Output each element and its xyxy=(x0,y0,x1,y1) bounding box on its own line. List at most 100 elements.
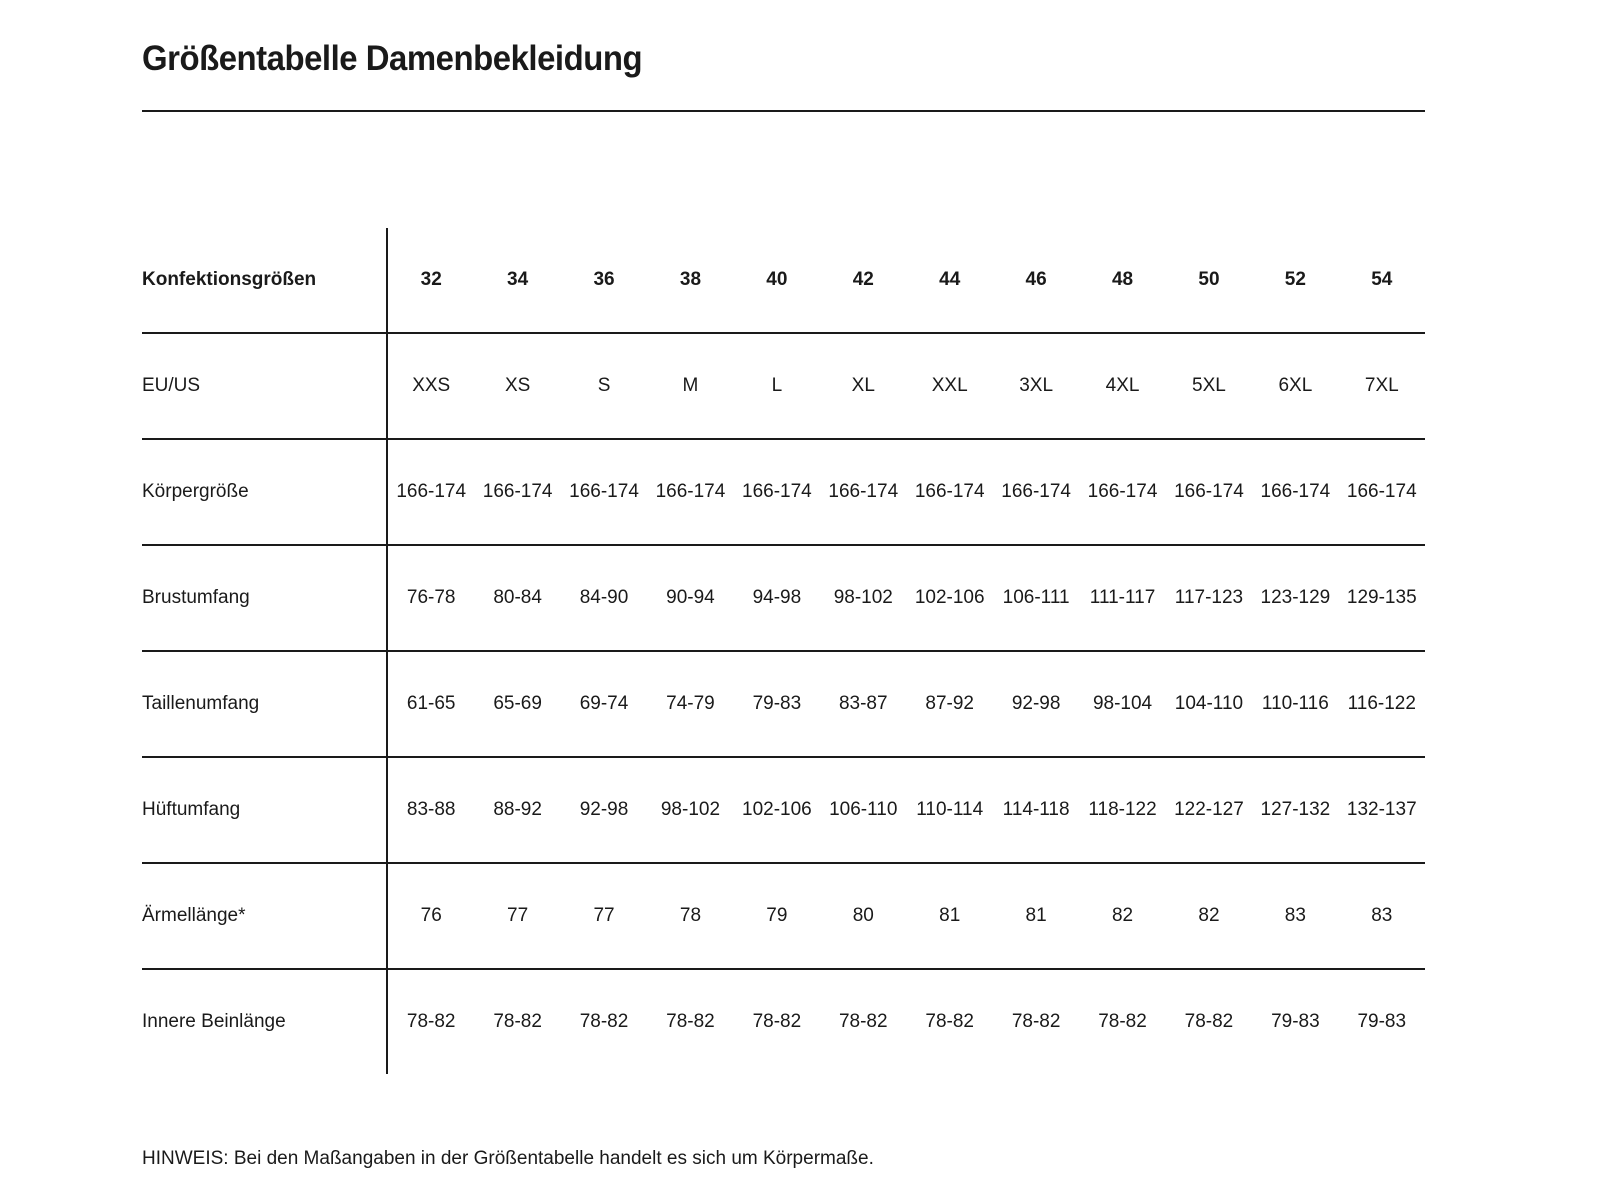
size-header-cell: 34 xyxy=(507,269,529,290)
table-cell: 118-122 xyxy=(1088,799,1157,820)
table-cell: M xyxy=(682,375,699,396)
table-cell: 132-137 xyxy=(1346,799,1417,820)
title-divider xyxy=(142,110,1425,112)
table-cell: 106-110 xyxy=(829,799,898,820)
table-cell: 117-123 xyxy=(1174,587,1244,608)
table-cell: XXL xyxy=(931,375,968,396)
table-cell: L xyxy=(771,375,783,396)
table-cell: 61-65 xyxy=(406,693,456,714)
table-cell: 78-82 xyxy=(406,1011,456,1032)
table-cell: 80 xyxy=(852,905,874,926)
table-cell: 78-82 xyxy=(666,1011,715,1032)
table-row-aermellaenge: Ärmellänge* 76 77 77 78 79 80 81 81 82 8… xyxy=(142,864,1425,970)
table-cell: 76 xyxy=(420,905,442,926)
table-cell: 166-174 xyxy=(914,481,985,502)
table-cell: 111-117 xyxy=(1089,587,1156,608)
table-cell: 94-98 xyxy=(752,587,802,608)
size-header-cell: 52 xyxy=(1284,269,1306,290)
table-cell: 7XL xyxy=(1364,375,1399,396)
table-cell: 82 xyxy=(1198,905,1220,926)
table-cell: 78-82 xyxy=(838,1011,888,1032)
size-header-cell: 38 xyxy=(679,269,702,290)
table-cell: 166-174 xyxy=(1260,481,1331,502)
table-cell: 92-98 xyxy=(579,799,629,820)
size-table: Konfektionsgrößen 32 34 36 38 40 42 44 4… xyxy=(142,228,1425,1074)
table-cell: 114-118 xyxy=(1002,799,1070,820)
table-cell: 166-174 xyxy=(1346,481,1417,502)
table-cell: 83-87 xyxy=(838,693,888,714)
row-label: Ärmellänge* xyxy=(142,864,388,968)
table-cell: 102-106 xyxy=(914,587,985,608)
table-cell: 79 xyxy=(766,905,788,926)
row-label: EU/US xyxy=(142,334,388,438)
table-cell: 78-82 xyxy=(1011,1011,1061,1032)
table-cell: 166-174 xyxy=(482,481,553,502)
size-header-cell: 36 xyxy=(593,269,615,290)
table-cell: 79-83 xyxy=(752,693,802,714)
size-header-cell: 54 xyxy=(1371,269,1393,290)
table-cell: 123-129 xyxy=(1260,587,1331,608)
table-cell: 166-174 xyxy=(1001,481,1071,502)
page-title: Größentabelle Damenbekleidung xyxy=(142,39,643,79)
table-cell: 79-83 xyxy=(1271,1011,1320,1032)
table-cell: 116-122 xyxy=(1347,693,1416,714)
table-cell: XL xyxy=(851,375,875,396)
table-cell: 84-90 xyxy=(579,587,629,608)
table-cell: 122-127 xyxy=(1174,799,1244,820)
table-cell: 6XL xyxy=(1278,375,1313,396)
size-header-cell: 44 xyxy=(939,269,961,290)
table-cell: 78-82 xyxy=(925,1011,974,1032)
table-cell: 102-106 xyxy=(742,799,812,820)
table-cell: XS xyxy=(504,375,531,396)
table-cell: 166-174 xyxy=(828,481,899,502)
table-cell: 88-92 xyxy=(493,799,542,820)
table-row-eu-us: EU/US XXS XS S M L XL XXL 3XL 4XL 5XL 6X… xyxy=(142,334,1425,440)
table-row-brustumfang: Brustumfang 76-78 80-84 84-90 90-94 94-9… xyxy=(142,546,1425,652)
table-cell: 78-82 xyxy=(752,1011,802,1032)
table-cell: XXS xyxy=(412,375,451,396)
table-row-hueftumfang: Hüftumfang 83-88 88-92 92-98 98-102 102-… xyxy=(142,758,1425,864)
table-cell: 4XL xyxy=(1105,375,1140,396)
table-cell: 5XL xyxy=(1192,375,1226,396)
row-label: Taillenumfang xyxy=(142,652,388,756)
table-cell: S xyxy=(597,375,611,396)
table-cell: 82 xyxy=(1111,905,1134,926)
table-cell: 80-84 xyxy=(493,587,542,608)
table-cell: 110-116 xyxy=(1261,693,1329,714)
table-cell: 77 xyxy=(593,905,615,926)
table-cell: 106-111 xyxy=(1002,587,1070,608)
size-header-cell: 32 xyxy=(420,269,442,290)
table-cell: 69-74 xyxy=(579,693,629,714)
table-cell: 127-132 xyxy=(1260,799,1331,820)
table-cell: 90-94 xyxy=(666,587,715,608)
row-label: Hüftumfang xyxy=(142,758,388,862)
table-cell: 166-174 xyxy=(569,481,639,502)
table-cell: 98-102 xyxy=(660,799,721,820)
size-header-cell: 50 xyxy=(1198,269,1220,290)
size-header-cell: 40 xyxy=(766,269,788,290)
table-cell: 78-82 xyxy=(579,1011,629,1032)
row-label: Konfektionsgrößen xyxy=(142,228,388,332)
size-header-cell: 42 xyxy=(852,269,874,290)
table-cell: 166-174 xyxy=(655,481,726,502)
table-cell: 98-102 xyxy=(833,587,893,608)
table-cell: 104-110 xyxy=(1174,693,1244,714)
table-cell: 166-174 xyxy=(742,481,812,502)
table-cell: 129-135 xyxy=(1346,587,1417,608)
table-cell: 83-88 xyxy=(406,799,456,820)
note-text: HINWEIS: Bei den Maßangaben in der Größe… xyxy=(142,1148,874,1169)
table-cell: 81 xyxy=(939,905,961,926)
table-cell: 77 xyxy=(507,905,529,926)
table-row-koerpergroesse: Körpergröße 166-174 166-174 166-174 166-… xyxy=(142,440,1425,546)
table-cell: 78-82 xyxy=(1184,1011,1234,1032)
row-label: Innere Beinlänge xyxy=(142,970,388,1074)
table-cell: 92-98 xyxy=(1011,693,1061,714)
table-cell: 3XL xyxy=(1019,375,1054,396)
row-label: Körpergröße xyxy=(142,440,388,544)
size-header-cell: 48 xyxy=(1111,269,1134,290)
table-cell: 83 xyxy=(1284,905,1306,926)
table-cell: 110-114 xyxy=(916,799,984,820)
table-cell: 78-82 xyxy=(493,1011,542,1032)
table-cell: 78-82 xyxy=(1098,1011,1147,1032)
